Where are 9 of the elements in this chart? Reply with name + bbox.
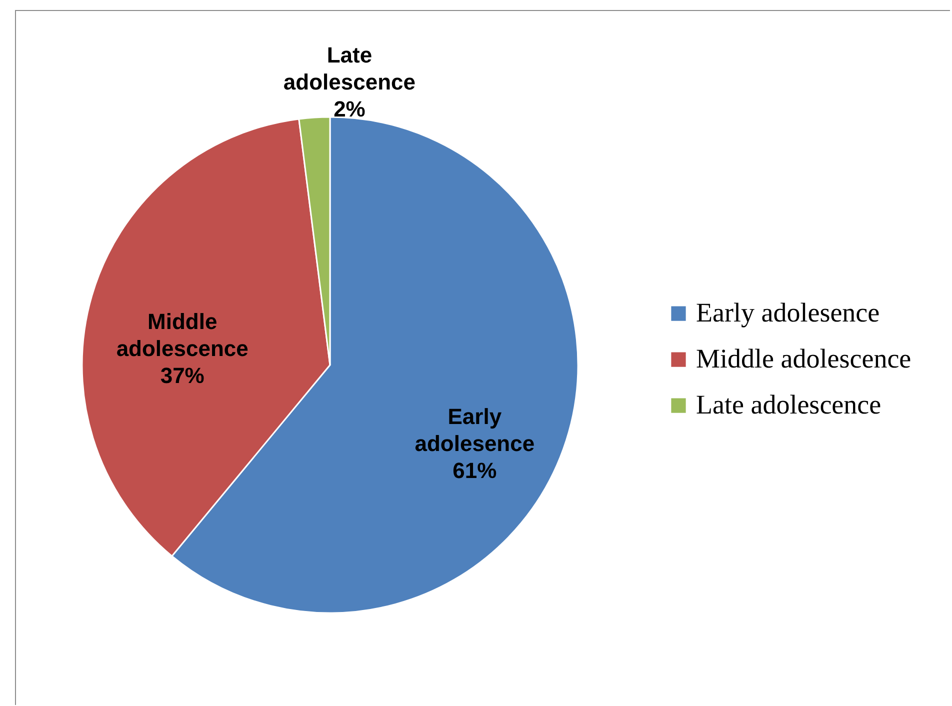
legend-label: Early adolesence xyxy=(696,298,880,328)
data-label: 2% xyxy=(334,96,366,122)
slice-label: Late adolescence xyxy=(283,42,416,95)
slice-label: Early adolesence xyxy=(414,404,535,456)
legend-label: Middle adolescence xyxy=(696,344,912,374)
data-label: 37% xyxy=(160,363,204,388)
data-label: 61% xyxy=(452,458,497,484)
slice-label: Middle adolescence xyxy=(116,309,248,362)
legend-label: Late adolescence xyxy=(696,390,882,420)
